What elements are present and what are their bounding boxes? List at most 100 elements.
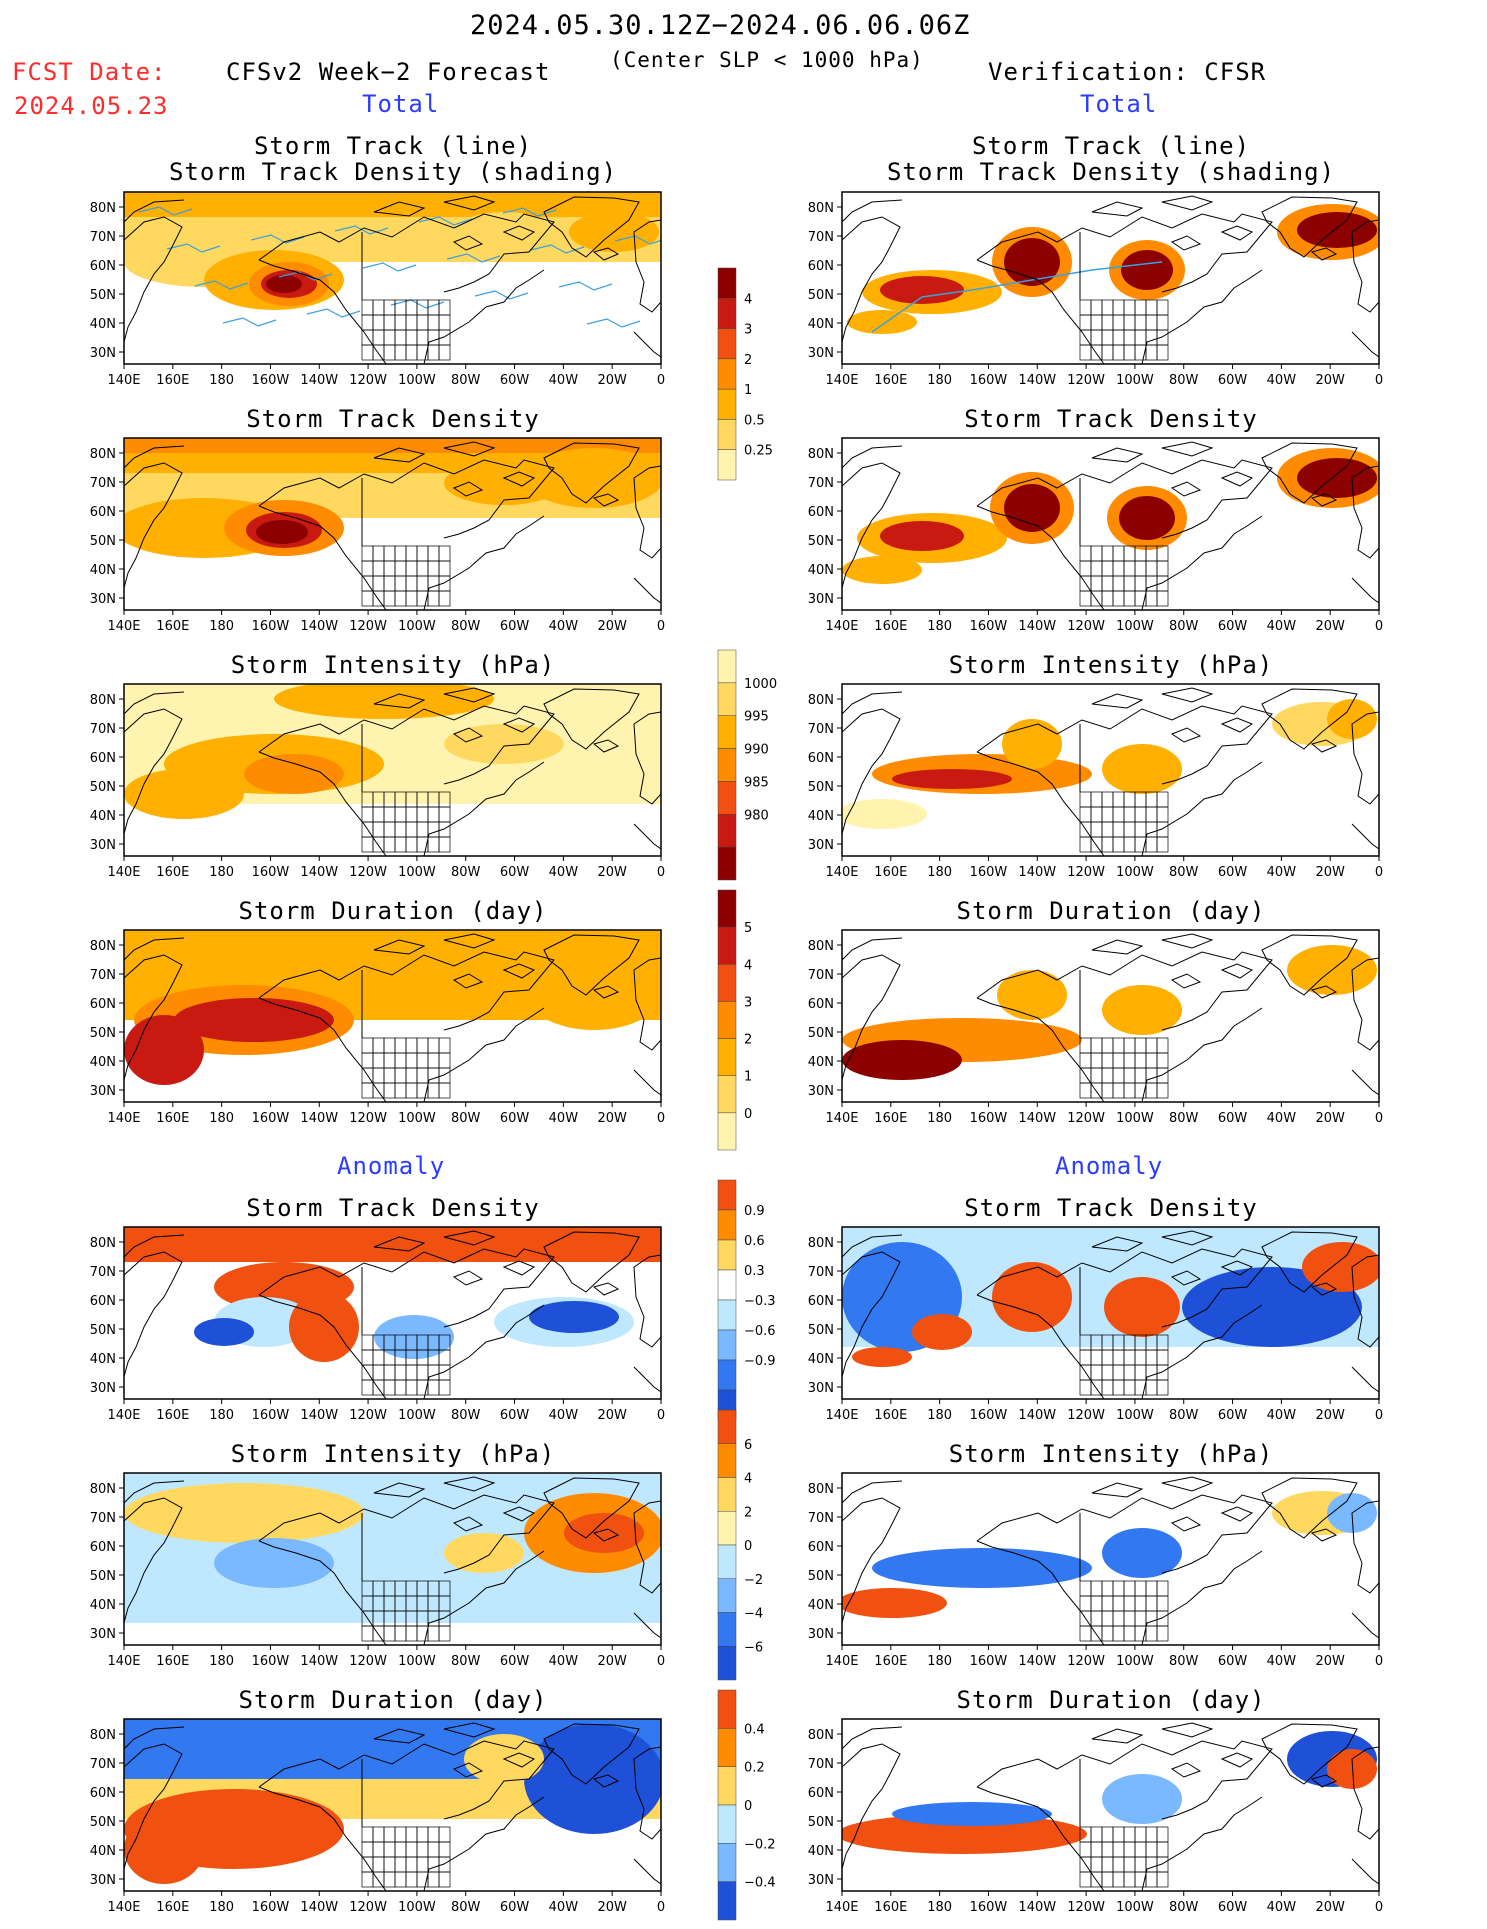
lon-tick-label: 100W <box>1116 1900 1154 1915</box>
coastline <box>976 997 1105 1102</box>
colorbar-intensity_anom: 6 4 2 0 −2 −4 −6 <box>717 1409 763 1681</box>
state-border <box>383 1841 396 1858</box>
coastline <box>1310 1282 1338 1296</box>
state-border <box>361 1379 374 1396</box>
coastline <box>258 751 387 856</box>
lat-tick-label: 30N <box>90 838 116 853</box>
coastline <box>423 761 545 856</box>
lon-tick-label: 140E <box>825 619 858 634</box>
coastline <box>1310 247 1338 261</box>
map-panel-1: 80N 70N 60N 50N 40N 30N 140E 160E 180 160W 140W 120… <box>90 191 665 388</box>
state-border <box>394 1856 407 1873</box>
coastline <box>443 441 496 457</box>
colorbar-label: −0.3 <box>744 1294 776 1309</box>
coastline <box>1091 939 1144 955</box>
state-border <box>405 590 418 607</box>
lon-tick-label: 80W <box>451 1111 481 1126</box>
state-border <box>1145 806 1158 823</box>
state-border <box>1101 1379 1114 1396</box>
shading-blob <box>880 276 964 304</box>
coastline <box>1141 269 1263 364</box>
coastline <box>1091 1728 1144 1744</box>
lon-tick-label: 160E <box>156 619 189 634</box>
state-border <box>1101 1364 1114 1381</box>
colorbar-swatch <box>717 748 737 782</box>
panel-14-title: Storm Duration (day) <box>956 1686 1266 1714</box>
panel-2-title-line2: Storm Track Density (shading) <box>886 158 1336 186</box>
coastline <box>502 963 536 979</box>
shading-blob <box>992 1262 1072 1332</box>
colorbar-label: −0.4 <box>744 1876 776 1891</box>
coastline <box>124 1726 185 1750</box>
state-border <box>1145 1595 1158 1612</box>
colorbar-label: 0 <box>744 1107 752 1122</box>
state-border <box>383 1364 396 1381</box>
shading-blob <box>1327 699 1377 739</box>
coastline <box>1161 1230 1214 1246</box>
state-border <box>372 314 385 331</box>
coastline <box>1091 447 1144 463</box>
lon-tick-label: 160E <box>874 619 907 634</box>
state-border <box>1145 1826 1158 1843</box>
coastline <box>452 481 484 497</box>
colorbar-swatch <box>717 1477 737 1512</box>
lat-tick-label: 80N <box>808 1728 834 1743</box>
state-border <box>1101 314 1114 331</box>
state-border <box>416 329 429 346</box>
colorbar-swatch <box>717 1112 737 1151</box>
lat-tick-label: 40N <box>90 1352 116 1367</box>
state-border <box>1156 1871 1169 1888</box>
lon-tick-label: 140W <box>1018 619 1056 634</box>
state-border <box>394 1826 407 1843</box>
lon-tick-label: 80W <box>1169 1111 1199 1126</box>
shading-blob <box>444 461 564 505</box>
colorbar-swatch <box>717 449 737 481</box>
state-border <box>405 1364 418 1381</box>
coastline <box>633 1500 661 1594</box>
lat-tick-label: 50N <box>90 1815 116 1830</box>
state-border <box>1101 1595 1114 1612</box>
coastline <box>423 269 545 364</box>
state-border <box>1145 590 1158 607</box>
state-border <box>372 1067 385 1084</box>
coastline <box>1351 465 1379 559</box>
map-frame <box>841 437 1380 611</box>
state-border <box>383 560 396 577</box>
state-border <box>1156 1580 1169 1597</box>
coastline <box>452 973 484 989</box>
coastline <box>842 1726 903 1750</box>
colorbar-swatch <box>717 298 737 329</box>
lon-tick-label: 140E <box>107 865 140 880</box>
colorbar-label: 0.6 <box>744 1234 765 1249</box>
storm-track-line <box>871 261 1163 333</box>
colorbar-swatch <box>717 1409 737 1444</box>
panel-5-title: Storm Intensity (hPa) <box>230 651 556 679</box>
coastline <box>373 693 426 709</box>
lon-tick-label: 0 <box>657 373 665 388</box>
coastline <box>258 1740 555 1820</box>
lon-tick-label: 120W <box>1067 865 1105 880</box>
coastline <box>633 1858 661 1885</box>
coastline <box>1310 1528 1338 1542</box>
lon-tick-label: 80W <box>1169 619 1199 634</box>
coastline <box>633 1254 661 1348</box>
coastline <box>842 1480 903 1504</box>
state-border <box>1112 821 1125 838</box>
coastline <box>1141 1007 1263 1102</box>
colorbar-swatch <box>717 388 737 420</box>
state-border <box>405 560 418 577</box>
lat-tick-label: 30N <box>808 592 834 607</box>
map-panel-8: 80N 70N 60N 50N 40N 30N 140E 160E 180 160W 140W 120… <box>808 929 1383 1126</box>
lat-tick-label: 70N <box>90 476 116 491</box>
state-border <box>1145 1625 1158 1642</box>
lon-tick-label: 120W <box>1067 1111 1105 1126</box>
map-frame <box>841 1472 1380 1646</box>
coastline <box>976 1494 1273 1574</box>
coastline <box>842 199 903 223</box>
lon-tick-label: 40W <box>549 373 579 388</box>
state-border <box>394 1067 407 1084</box>
state-border <box>372 560 385 577</box>
coastline <box>633 219 661 313</box>
figure-title: 2024.05.30.12Z−2024.06.06.06Z <box>470 10 971 41</box>
lon-tick-label: 120W <box>349 865 387 880</box>
